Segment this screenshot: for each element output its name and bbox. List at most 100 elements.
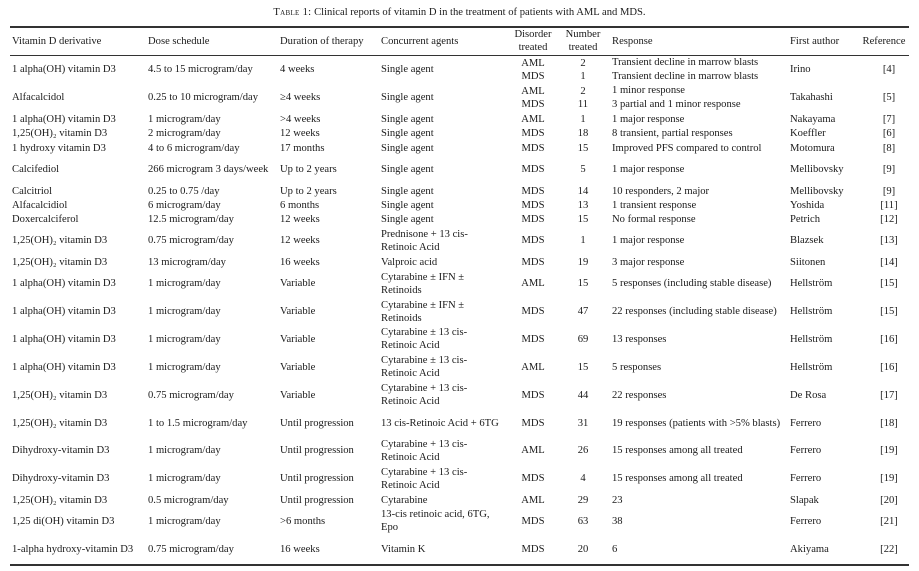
cell-agents: Valproic acid: [381, 255, 501, 269]
cell-text: Calcitriol: [12, 185, 53, 197]
table-row: 1 alpha(OH) vitamin D3 1 microgram/day Var…: [0, 298, 919, 325]
cell-text: MDS: [521, 333, 545, 345]
cell-disorder: MDS: [502, 325, 564, 353]
cell-text: Until progression: [280, 417, 354, 429]
header-label: First author: [790, 35, 840, 47]
cell-text: Alfacalcidiol: [12, 199, 68, 211]
cell-number: 15: [562, 353, 604, 381]
cell-text: Dihydroxy-vitamin D3: [12, 473, 110, 484]
header-agents: Concurrent agents: [381, 27, 501, 55]
cell-text: Cytarabine: [381, 494, 428, 506]
cell-duration: ≥4 weeks: [280, 83, 380, 112]
cell-text: Valproic acid: [381, 256, 438, 268]
cell-text: 13-cis retinoic acid, 6TG, Epo: [381, 509, 490, 533]
cell-text: Calcifediol: [12, 164, 60, 175]
table-row: 1 alpha(OH) vitamin D3 1 microgram/day Var…: [0, 269, 919, 298]
cell-response: 1 major response: [612, 155, 788, 184]
cell-duration: Variable: [280, 298, 380, 325]
cell-text: Alfacalcidol: [12, 92, 65, 103]
cell-response: 38: [612, 507, 788, 535]
header-duration: Duration of therapy: [280, 27, 380, 55]
cell-text: Mellibovsky: [790, 164, 844, 175]
cell-line: AML: [521, 85, 545, 97]
cell-line: MDS: [521, 70, 545, 82]
cell-text: AML: [521, 494, 545, 506]
cell-dose: 0.75 microgram/day: [148, 381, 278, 409]
cell-text: 1,25(OH)₂ vitamin D3: [12, 256, 108, 268]
cell-text: 44: [577, 389, 589, 401]
cell-dose: 1 microgram/day: [148, 353, 278, 381]
cell-text: 0.75 microgram/day: [148, 544, 234, 555]
cell-text: 17 months: [280, 142, 325, 154]
cell-text: 1 major response: [612, 235, 685, 246]
cell-number: 15: [562, 212, 604, 226]
cell-line: 2: [580, 85, 586, 97]
cell-text: 1 microgram/day: [148, 445, 221, 456]
cell-text: 15: [577, 361, 589, 373]
cell-text: 0.25 to 10 microgram/day: [148, 92, 259, 103]
cell-text: [11]: [880, 199, 898, 211]
cell-derivative: Alfacalcidiol: [12, 198, 146, 212]
cell-author: Ferrero: [790, 464, 868, 493]
cell-text: 5 responses (including stable disease): [612, 278, 772, 289]
cell-text: Ferrero: [790, 417, 822, 429]
cell-text: AML: [521, 113, 545, 125]
cell-text: [15]: [880, 306, 898, 317]
cell-reference: [9]: [868, 155, 910, 184]
cell-text: [6]: [882, 128, 896, 139]
cell-author: Hellström: [790, 298, 868, 325]
cell-text: MDS: [521, 473, 545, 484]
cell-text: 15: [577, 142, 589, 154]
cell-derivative: Dihydroxy-vitamin D3: [12, 464, 146, 493]
cell-duration: Until progression: [280, 493, 380, 507]
cell-line: 1: [580, 70, 586, 82]
cell-text: 1,25(OH)₂ vitamin D3: [12, 235, 108, 246]
cell-text: 1 alpha(OH) vitamin D3: [12, 361, 116, 373]
cell-text: 1 alpha(OH) vitamin D3: [12, 333, 116, 345]
cell-dose: 0.5 microgram/day: [148, 493, 278, 507]
cell-text: 15 responses among all treated: [612, 473, 743, 484]
cell-agents: Single agent: [381, 126, 501, 141]
table-row: 1,25(OH)₂ vitamin D3 0.75 microgram/day 12…: [0, 226, 919, 255]
table-row: Calcitriol 0.25 to 0.75 /day Up to 2 years…: [0, 184, 919, 198]
cell-disorder: MDS: [502, 198, 564, 212]
cell-duration: 6 months: [280, 198, 380, 212]
cell-text: 266 microgram 3 days/week: [148, 164, 269, 175]
cell-text: AML: [521, 361, 545, 373]
cell-text: Motomura: [790, 142, 835, 154]
cell-reference: [11]: [868, 198, 910, 212]
cell-disorder: MDS: [502, 226, 564, 255]
cell-author: Ferrero: [790, 507, 868, 535]
cell-number: 15: [562, 269, 604, 298]
cell-derivative: 1 alpha(OH) vitamin D3: [12, 325, 146, 353]
cell-text: 22 responses (including stable disease): [612, 306, 777, 317]
cell-disorder: AML: [502, 112, 564, 126]
cell-duration: 16 weeks: [280, 535, 380, 564]
cell-text: 1 alpha(OH) vitamin D3: [12, 64, 116, 75]
cell-text: Koeffler: [790, 128, 826, 139]
cell-response: 1 major response: [612, 226, 788, 255]
cell-text: 13: [577, 199, 589, 211]
cell-dose: 0.75 microgram/day: [148, 535, 278, 564]
table-row: 1,25 di(OH) vitamin D3 1 microgram/day >6 …: [0, 507, 919, 535]
cell-number: 5: [562, 155, 604, 184]
cell-text: Cytarabine ± IFN ± Retinoids: [381, 299, 465, 324]
cell-text: 1 hydroxy vitamin D3: [12, 142, 106, 154]
cell-agents: Cytarabine ± IFN ± Retinoids: [381, 269, 501, 298]
table-row: 1,25(OH)₂ vitamin D3 13 microgram/day 16 w…: [0, 255, 919, 269]
cell-response: 5 responses (including stable disease): [612, 269, 788, 298]
cell-author: Hellström: [790, 325, 868, 353]
cell-derivative: 1 alpha(OH) vitamin D3: [12, 112, 146, 126]
cell-text: MDS: [521, 417, 545, 429]
cell-text: Cytarabine + 13 cis-Retinoic Acid: [381, 438, 468, 463]
cell-text: 19 responses (patients with >5% blasts): [612, 417, 781, 429]
cell-text: [19]: [880, 445, 898, 456]
cell-text: Single agent: [381, 64, 434, 75]
cell-text: [19]: [880, 473, 898, 484]
cell-reference: [7]: [868, 112, 910, 126]
cell-response: 1 major response: [612, 112, 788, 126]
cell-text: Single agent: [381, 128, 434, 139]
table-row: Dihydroxy-vitamin D3 1 microgram/day Until…: [0, 464, 919, 493]
cell-dose: 1 microgram/day: [148, 464, 278, 493]
